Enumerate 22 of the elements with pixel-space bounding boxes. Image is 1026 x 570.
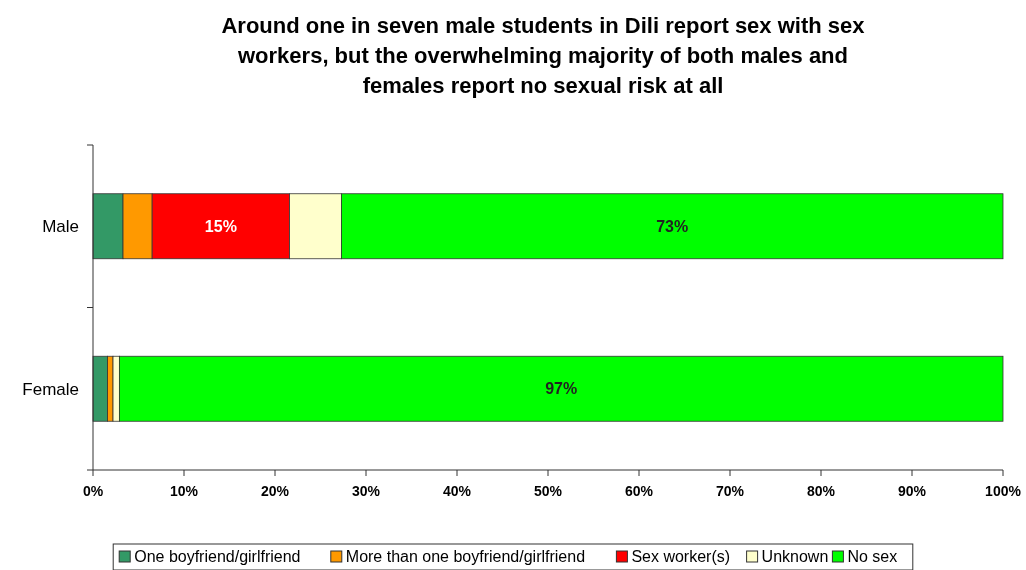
x-tick-label: 30% [351, 483, 381, 499]
x-tick-label: 10% [169, 483, 199, 499]
legend-label: No sex [847, 548, 898, 565]
x-tick-label: 50% [533, 483, 563, 499]
data-label: 15% [204, 217, 237, 235]
y-tick-label: Female [22, 379, 79, 399]
x-tick-label: 60% [624, 483, 654, 499]
x-tick-label: 0% [82, 483, 104, 499]
x-tick-label: 100% [985, 483, 1022, 499]
x-tick-label: 40% [442, 483, 472, 499]
legend-label: Unknown [761, 548, 829, 565]
legend-label: More than one boyfriend/girlfriend [345, 548, 586, 565]
y-tick-label: Male [42, 217, 79, 237]
x-tick-label: 80% [806, 483, 836, 499]
x-tick-label: 90% [897, 483, 927, 499]
legend-label: One boyfriend/girlfriend [134, 548, 301, 565]
legend-label: Sex worker(s) [631, 548, 731, 565]
data-label: 97% [545, 380, 578, 398]
chart-title: Around one in seven male students in Dili report sex with sex workers, but the overwhelming majority of both males and females report no sexual risk at all [221, 13, 866, 98]
x-tick-label: 70% [715, 483, 745, 499]
x-tick-label: 20% [260, 483, 290, 499]
data-label: 73% [656, 217, 689, 235]
